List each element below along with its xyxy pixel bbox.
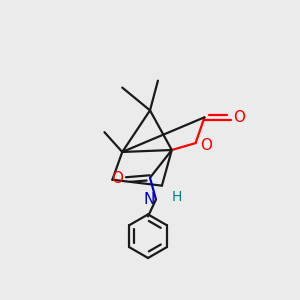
Text: O: O: [200, 137, 212, 152]
Text: H: H: [172, 190, 182, 204]
Text: O: O: [233, 110, 245, 125]
Text: O: O: [111, 171, 123, 186]
Text: N: N: [144, 192, 155, 207]
